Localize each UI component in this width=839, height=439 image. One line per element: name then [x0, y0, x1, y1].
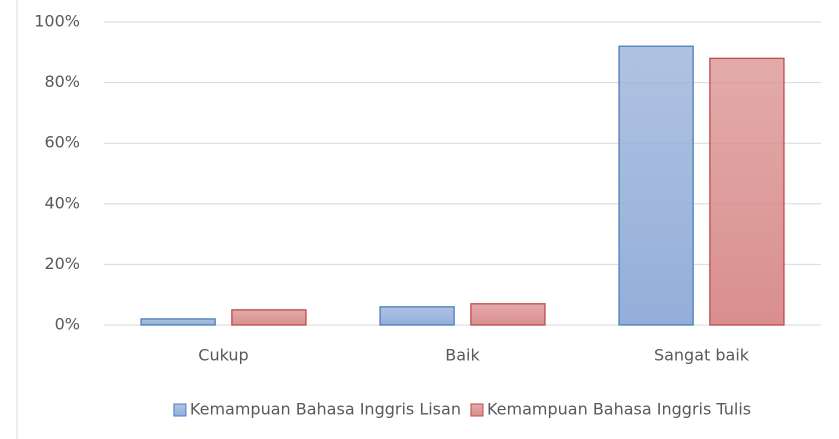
legend-swatch: [470, 403, 484, 417]
y-tick-label: 60%: [44, 133, 80, 152]
y-tick-label: 40%: [44, 193, 80, 212]
y-tick-label: 80%: [44, 72, 80, 91]
legend-label: Kemampuan Bahasa Inggris Tulis: [487, 400, 751, 419]
bar: [709, 57, 785, 326]
x-tick-label: Cukup: [198, 346, 248, 365]
bar: [618, 45, 694, 326]
x-tick-label: Baik: [445, 346, 480, 365]
legend-item: Kemampuan Bahasa Inggris Lisan: [173, 400, 461, 419]
x-tick-label: Sangat baik: [654, 346, 750, 365]
bar: [470, 303, 546, 326]
legend-label: Kemampuan Bahasa Inggris Lisan: [190, 400, 461, 419]
bar: [140, 318, 216, 326]
legend-swatch: [173, 403, 187, 417]
bar: [379, 306, 455, 326]
legend-item: Kemampuan Bahasa Inggris Tulis: [470, 400, 751, 419]
bar: [231, 309, 307, 326]
y-tick-label: 100%: [34, 12, 80, 31]
y-tick-label: 0%: [55, 315, 80, 334]
y-tick-label: 20%: [44, 254, 80, 273]
